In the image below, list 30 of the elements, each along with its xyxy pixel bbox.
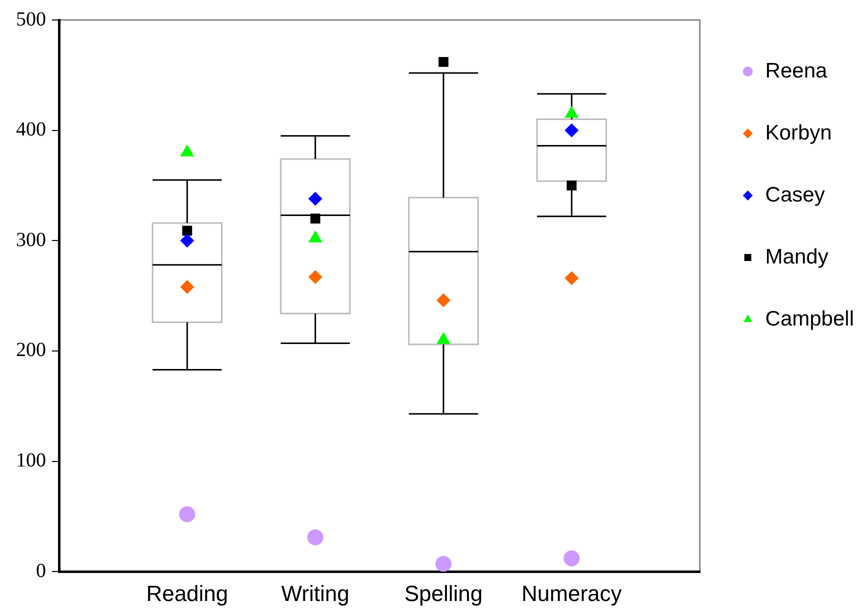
point [308, 270, 322, 284]
point [179, 506, 196, 522]
point [180, 234, 194, 248]
point [435, 556, 452, 572]
legend-label: Korbyn [765, 121, 832, 144]
y-tick-label: 100 [16, 450, 46, 472]
y-tick-label: 500 [16, 8, 46, 30]
point [308, 192, 322, 206]
legend-label: Campbell [765, 307, 854, 330]
y-tick-label: 200 [16, 339, 46, 362]
x-tick-label: Numeracy [522, 580, 622, 606]
legend-label: Mandy [765, 245, 829, 268]
x-tick-label: Writing [281, 580, 350, 606]
x-tick-label: Reading [146, 580, 228, 606]
y-tick-label: 400 [16, 118, 46, 141]
y-tick-label: 0 [36, 560, 46, 582]
point [564, 271, 579, 286]
point [436, 293, 450, 308]
legend-label: Casey [765, 183, 826, 206]
legend-label: Reena [765, 59, 828, 82]
point [564, 123, 579, 138]
point [182, 226, 192, 236]
point [564, 550, 580, 566]
point [438, 56, 448, 67]
y-tick-label: 300 [16, 228, 46, 251]
point [566, 180, 577, 190]
point [180, 280, 194, 294]
point [307, 529, 324, 546]
point [310, 214, 320, 224]
x-tick-label: Spelling [404, 580, 483, 606]
